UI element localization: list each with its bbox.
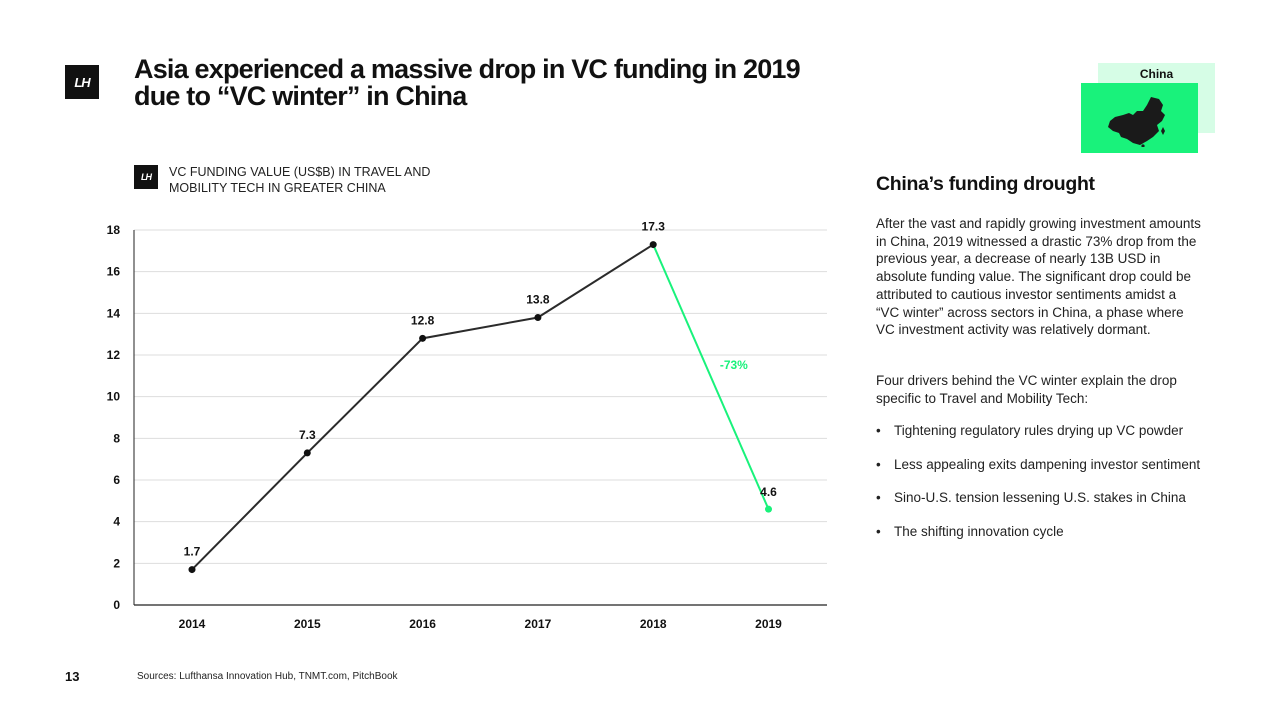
bullet-dot: • [876, 456, 881, 472]
x-tick-label: 2017 [525, 617, 552, 631]
chart-logo: LH [134, 165, 158, 189]
y-tick-label: 18 [107, 223, 121, 237]
y-tick-label: 6 [113, 473, 120, 487]
page-title: Asia experienced a massive drop in VC fu… [134, 56, 854, 110]
sources: Sources: Lufthansa Innovation Hub, TNMT.… [137, 671, 398, 682]
drop-segment-line [652, 244, 770, 510]
chart-heading: VC FUNDING VALUE (US$B) IN TRAVEL AND MO… [169, 164, 459, 196]
drivers-list: • Tightening regulatory rules drying up V… [876, 422, 1206, 557]
data-point [303, 449, 311, 457]
china-map-icon [1108, 97, 1165, 147]
x-tick-label: 2019 [755, 617, 782, 631]
sidebar-paragraph-1: After the vast and rapidly growing inves… [876, 216, 1201, 338]
title-line-2: due to “VC winter” in China [134, 81, 467, 111]
data-label: 13.8 [526, 293, 550, 307]
drop-annotation: -73% [720, 358, 748, 372]
y-tick-label: 14 [107, 306, 121, 320]
y-tick-label: 4 [113, 515, 120, 529]
list-item-text: Tightening regulatory rules drying up VC… [894, 423, 1184, 438]
data-label: 4.6 [760, 485, 777, 499]
y-tick-label: 8 [113, 431, 120, 445]
chart-heading-line-1: VC FUNDING VALUE (US$B) IN TRAVEL AND [169, 165, 431, 179]
region-card: China [1081, 63, 1215, 154]
list-item: • Less appealing exits dampening investor… [876, 456, 1206, 474]
title-line-1: Asia experienced a massive drop in VC fu… [134, 54, 801, 84]
y-tick-label: 16 [107, 265, 121, 279]
region-card-front [1081, 83, 1198, 153]
x-tick-label: 2016 [409, 617, 436, 631]
bullet-dot: • [876, 423, 881, 438]
list-item-text: Less appealing exits dampening investor … [894, 456, 1201, 472]
list-item: • Tightening regulatory rules drying up V… [876, 422, 1206, 440]
bullet-dot: • [876, 524, 881, 540]
y-tick-label: 0 [113, 598, 120, 612]
chart-heading-line-2: MOBILITY TECH IN GREATER CHINA [169, 181, 386, 195]
data-label: 1.7 [184, 545, 201, 559]
data-point [188, 566, 196, 574]
bullet-dot: • [876, 490, 881, 506]
x-tick-label: 2014 [179, 617, 206, 631]
y-tick-label: 10 [107, 390, 121, 404]
lh-logo: LH [65, 65, 99, 99]
region-label: China [1139, 67, 1174, 81]
list-item: • The shifting innovation cycle [876, 523, 1206, 541]
x-tick-label: 2018 [640, 617, 667, 631]
series-line [191, 243, 654, 571]
data-point [534, 314, 542, 321]
list-item-text: Sino-U.S. tension lessening U.S. stakes … [894, 490, 1186, 506]
y-tick-label: 12 [107, 348, 121, 362]
page-number: 13 [65, 669, 80, 684]
data-label: 17.3 [642, 220, 666, 234]
x-tick-label: 2015 [294, 617, 321, 631]
data-label: 12.8 [411, 313, 435, 327]
funding-line-chart: 0 2 4 6 8 10 12 14 16 18 2014 2015 2016 2017 2018 2019 1… [107, 220, 827, 631]
data-label: 7.3 [299, 428, 316, 442]
list-item-text: The shifting innovation cycle [894, 524, 1064, 540]
data-point [765, 505, 772, 513]
data-point [419, 334, 427, 342]
list-item: • Sino-U.S. tension lessening U.S. stakes… [876, 489, 1206, 507]
sidebar-paragraph-2: Four drivers behind the VC winter explai… [876, 373, 1177, 406]
y-tick-label: 2 [113, 556, 120, 570]
sidebar-title: China’s funding drought [876, 173, 1095, 195]
data-point [649, 241, 657, 249]
